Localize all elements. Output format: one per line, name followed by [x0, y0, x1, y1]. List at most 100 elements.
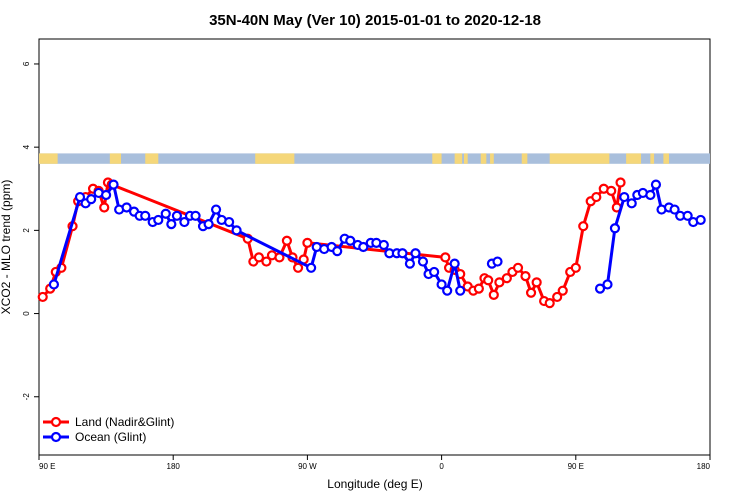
land-nadir-glint-point — [440, 252, 451, 263]
legend-swatch-point — [50, 416, 62, 428]
x-tick-label: 90 E — [568, 462, 584, 471]
ocean-glint-point — [410, 248, 421, 259]
land-segment — [490, 153, 494, 164]
ocean-glint-point — [210, 204, 222, 215]
land-segment — [145, 153, 159, 164]
ocean-glint-point — [429, 266, 440, 278]
land-segment — [480, 153, 487, 164]
ocean-glint-point — [86, 194, 97, 205]
y-axis-label: XCO2 - MLO trend (ppm) — [0, 180, 13, 315]
ocean-glint-point — [695, 214, 706, 226]
ocean-glint-point — [626, 198, 637, 209]
ocean-glint-line — [52, 183, 462, 293]
land-nadir-glint-point — [544, 298, 555, 309]
land-nadir-glint-point — [292, 262, 304, 273]
ocean-glint-point — [397, 248, 408, 259]
ocean-glint-point — [140, 210, 151, 221]
ocean-glint-point — [108, 179, 119, 190]
ocean-glint-point — [166, 219, 177, 230]
ocean-glint-point — [442, 285, 453, 296]
land-nadir-glint-point — [606, 185, 617, 196]
x-tick-label: 90 W — [298, 462, 317, 471]
land-nadir-glint-point — [261, 256, 272, 267]
land-nadir-glint-point — [557, 285, 568, 296]
land-nadir-glint-point — [615, 177, 626, 188]
land-segment — [454, 153, 463, 164]
land-nadir-glint-point — [578, 221, 589, 232]
x-axis: 90 E 180 90 W 0 90 E 180 — [38, 455, 711, 471]
land-ocean-mask — [39, 153, 710, 164]
land-segment — [39, 153, 58, 164]
ocean-glint-point — [645, 189, 656, 201]
x-axis-label: Longitude (deg E) — [327, 477, 422, 491]
land-nadir-glint-point — [494, 277, 505, 288]
ocean-glint-point — [449, 258, 460, 269]
ocean-glint-point — [160, 208, 171, 219]
ocean-band — [39, 153, 710, 164]
land-nadir-glint-point — [483, 275, 494, 286]
ocean-glint-point — [594, 283, 606, 294]
ocean-glint-point — [332, 246, 343, 257]
ocean-glint-point — [417, 256, 429, 267]
ocean-glint-point — [224, 216, 235, 228]
ocean-glint-point — [179, 216, 190, 228]
ocean-glint-point — [404, 258, 416, 269]
ocean-glint-point — [306, 262, 317, 273]
series-layer — [37, 177, 706, 309]
land-segment — [521, 153, 528, 164]
ocean-glint-point — [153, 214, 164, 226]
land-segment — [255, 153, 295, 164]
land-segment — [663, 153, 669, 164]
land-nadir-glint-point — [512, 262, 524, 273]
land-nadir-glint-point — [520, 271, 531, 282]
ocean-glint-point — [682, 210, 693, 221]
legend-swatch-point — [50, 431, 62, 443]
y-tick-label: -2 — [22, 393, 31, 401]
ocean-glint-point — [650, 179, 662, 190]
land-segment — [109, 153, 122, 164]
land-nadir-glint-point — [531, 277, 542, 288]
land-nadir-glint-point — [570, 262, 581, 273]
legend-label: Land (Nadir&Glint) — [75, 415, 174, 429]
land-nadir-glint-point — [525, 287, 537, 298]
ocean-glint-point — [190, 210, 201, 221]
y-tick-label: 6 — [22, 61, 31, 66]
ocean-glint-point — [455, 285, 466, 296]
land-nadir-glint-point — [253, 252, 265, 263]
land-segment — [650, 153, 655, 164]
legend: Land (Nadir&Glint)Ocean (Glint) — [43, 415, 174, 444]
land-nadir-glint-point — [281, 235, 292, 246]
ocean-glint-point — [378, 239, 389, 251]
ocean-glint-point — [100, 189, 112, 201]
ocean-glint-point — [48, 279, 60, 290]
land-segment — [549, 153, 610, 164]
ocean-glint-point — [74, 191, 86, 203]
ocean-glint-point — [121, 202, 132, 213]
y-axis: -2 0 2 4 6 — [22, 61, 39, 400]
x-tick-label: 90 E — [39, 462, 55, 471]
y-tick-label: 0 — [22, 311, 31, 316]
ocean-glint-point — [203, 219, 214, 230]
legend-label: Ocean (Glint) — [75, 430, 146, 444]
land-nadir-glint-point — [591, 191, 602, 203]
y-tick-label: 4 — [22, 144, 31, 149]
land-nadir-glint-point — [302, 237, 313, 248]
land-nadir-glint-point — [552, 291, 563, 303]
ocean-glint-point — [609, 223, 621, 234]
ocean-glint-point — [492, 256, 503, 267]
ocean-glint-point — [171, 210, 183, 221]
ocean-glint-point — [358, 241, 369, 253]
land-nadir-glint-point — [501, 273, 512, 284]
y-tick-label: 2 — [22, 228, 31, 233]
ocean-glint-point — [669, 204, 680, 215]
ocean-glint-point — [231, 225, 242, 236]
ocean-glint-point — [436, 279, 447, 290]
land-nadir-glint-point — [473, 283, 484, 294]
ocean-glint-point — [602, 279, 613, 290]
land-segment — [432, 153, 442, 164]
x-tick-label: 180 — [167, 462, 181, 471]
x-tick-label: 0 — [439, 462, 444, 471]
land-nadir-glint-point — [99, 202, 110, 213]
land-nadir-glint-point — [488, 289, 499, 300]
